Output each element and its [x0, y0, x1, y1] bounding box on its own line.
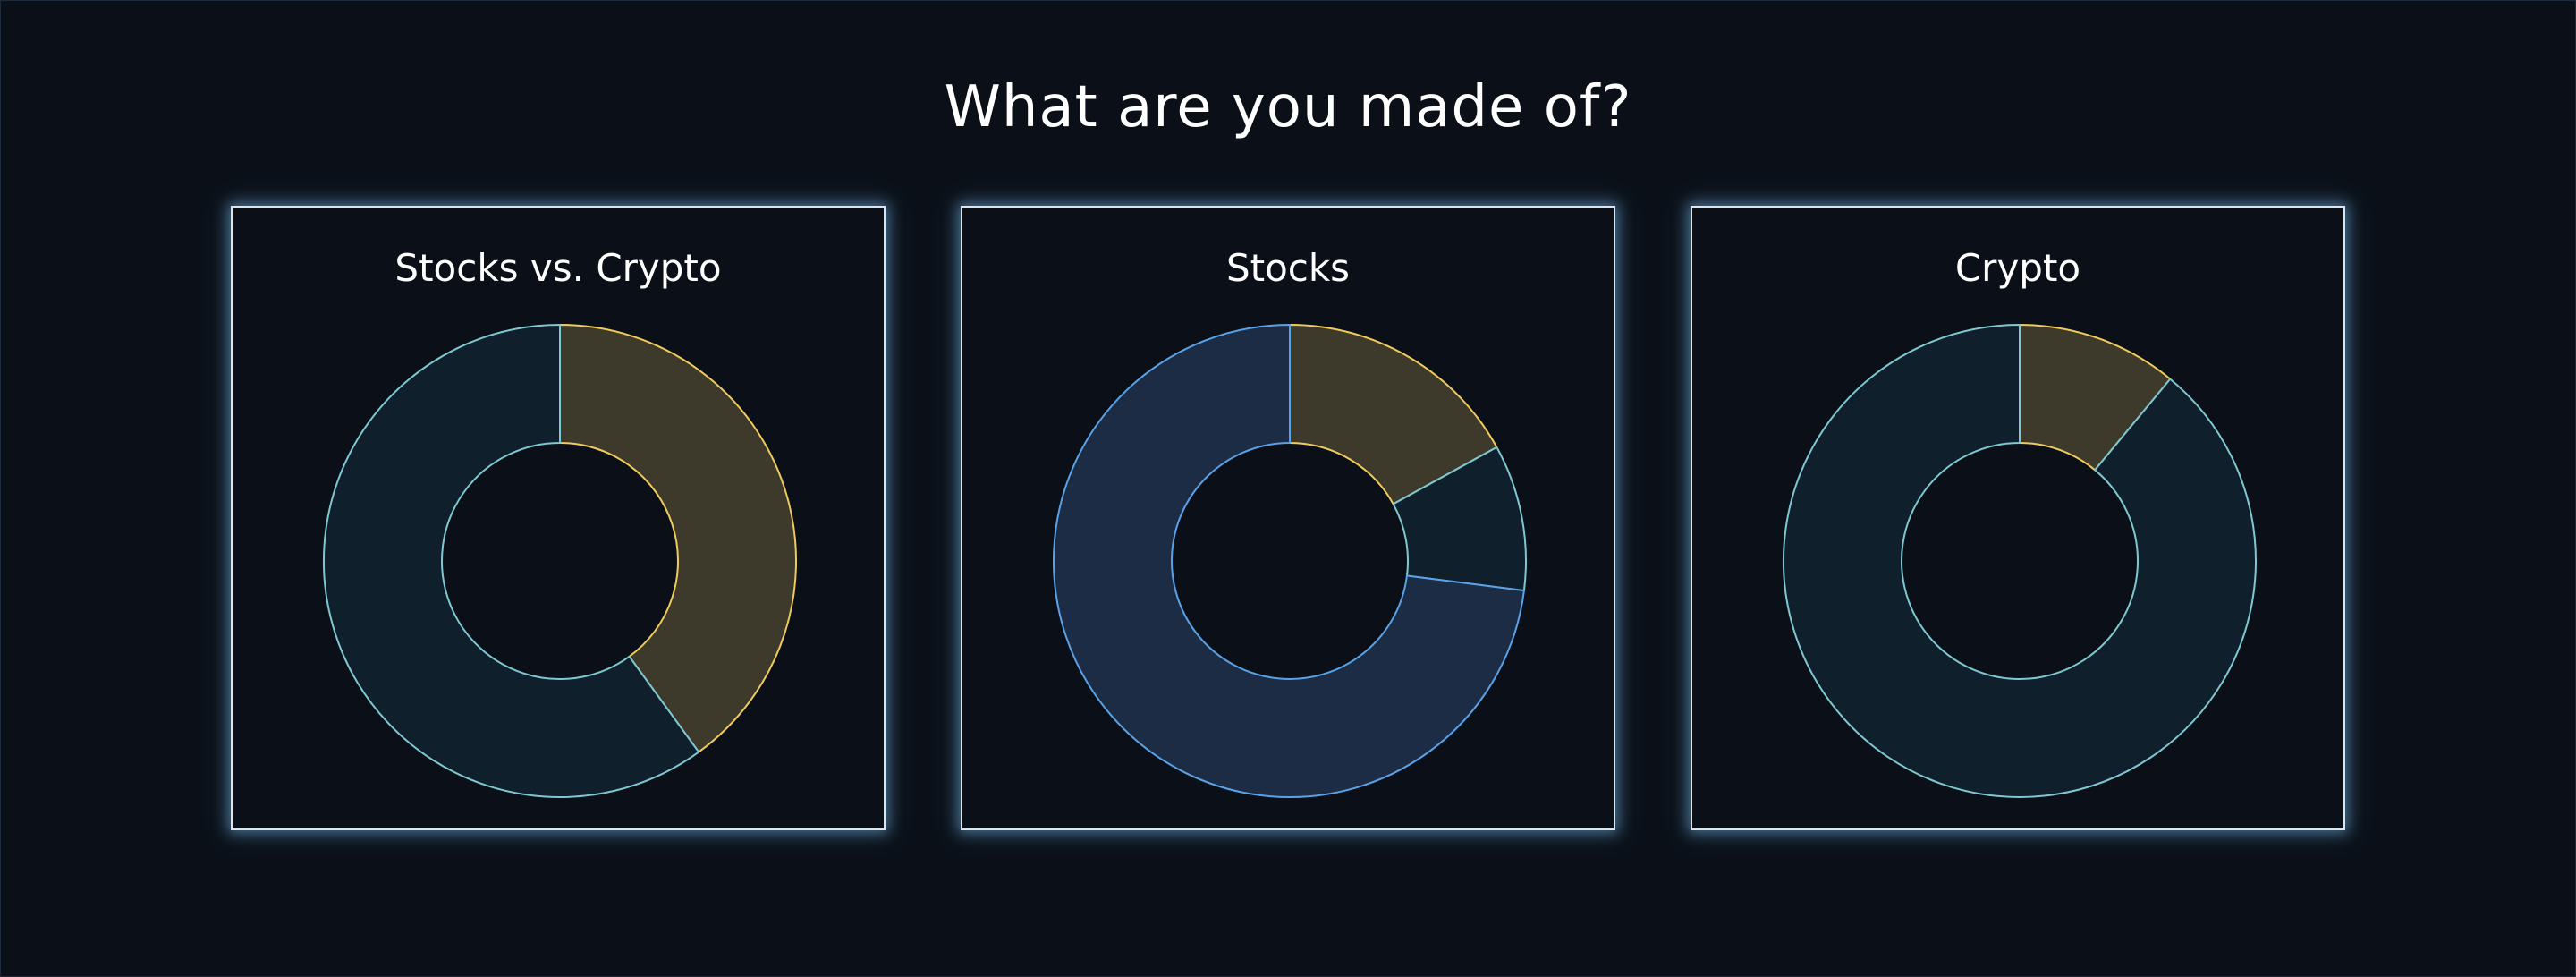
donut-chart-stocks-vs-crypto [323, 324, 797, 798]
chart-title: Crypto [1954, 246, 2081, 290]
donut-slice-2[interactable] [1783, 324, 2257, 798]
donut-slice-2[interactable] [323, 324, 700, 798]
chart-title: Stocks vs. Crypto [394, 246, 722, 290]
chart-card-stocks-vs-crypto: Stocks vs. Crypto [231, 206, 886, 830]
donut-chart-crypto [1783, 324, 2257, 798]
chart-card-crypto: Crypto [1690, 206, 2345, 830]
chart-title: Stocks [1225, 246, 1351, 290]
page-title: What are you made of? [944, 74, 1632, 140]
donut-slice-1[interactable] [1289, 324, 1498, 505]
donut-chart-stocks [1053, 324, 1527, 798]
donut-slice-3[interactable] [1053, 324, 1525, 798]
chart-card-stocks: Stocks [961, 206, 1615, 830]
donut-slice-1[interactable] [559, 324, 797, 753]
